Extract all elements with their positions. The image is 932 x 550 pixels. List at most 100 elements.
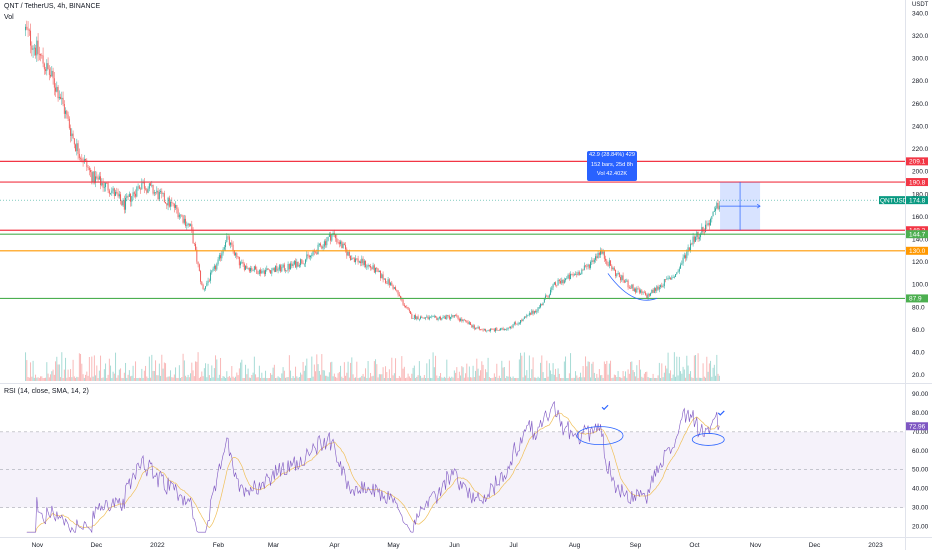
volume-bar [61, 352, 63, 381]
candle [602, 251, 604, 254]
volume-bar [378, 374, 380, 381]
price-tick-label: 320.0 [912, 33, 929, 40]
volume-bar [157, 375, 159, 381]
candle [442, 316, 444, 319]
volume-bar [520, 352, 522, 381]
volume-bar [511, 377, 513, 381]
candle [403, 304, 405, 307]
candle [312, 250, 314, 255]
volume-bar [475, 370, 477, 381]
price-tick-label: 300.0 [912, 56, 929, 63]
candle [252, 270, 254, 271]
volume-bar [76, 376, 78, 381]
volume-bar [665, 365, 667, 381]
candle [518, 323, 520, 324]
candle [575, 274, 577, 275]
volume-bar [43, 378, 45, 381]
candle [560, 280, 562, 284]
volume-bar [306, 358, 308, 381]
volume-bar [677, 375, 679, 381]
candle [388, 279, 390, 286]
volume-bar [597, 377, 599, 381]
volume-bar [621, 377, 623, 381]
volume-bar [700, 377, 702, 381]
candle [417, 316, 419, 320]
volume-bar [605, 363, 607, 381]
volume-bar [613, 374, 615, 381]
candle [643, 292, 645, 294]
candle [562, 279, 564, 284]
candle [467, 321, 469, 325]
candle [386, 282, 388, 284]
volume-bar [112, 371, 114, 381]
volume-bar [652, 373, 654, 381]
volume-bar [542, 372, 544, 381]
candle [426, 316, 428, 318]
volume-bar [631, 361, 633, 381]
candle [597, 252, 599, 259]
volume-bar [702, 363, 704, 381]
volume-bar [466, 363, 468, 381]
candle [411, 314, 413, 319]
volume-bar [30, 362, 32, 381]
volume-bar [245, 364, 247, 381]
volume-bar [373, 361, 375, 381]
candle [67, 114, 69, 119]
candle [311, 254, 313, 256]
volume-bar [48, 377, 50, 381]
candle [635, 288, 637, 293]
volume-bar [248, 377, 250, 381]
volume-bar [556, 377, 558, 381]
volume-bar [118, 369, 120, 381]
candle [251, 268, 253, 271]
volume-bar [277, 376, 279, 381]
volume-bar [143, 370, 145, 381]
rsi-line [26, 400, 720, 534]
candle [178, 214, 180, 218]
candle [668, 277, 670, 279]
volume-bar [485, 369, 487, 381]
volume-bar [577, 377, 579, 381]
volume-bar [436, 375, 438, 381]
volume-bar [340, 365, 342, 381]
candle [503, 329, 505, 331]
candle [476, 327, 478, 329]
volume-bar [97, 377, 99, 381]
candle [136, 187, 138, 197]
candle [528, 313, 530, 315]
candle [326, 240, 328, 246]
candle [645, 292, 647, 295]
candle [622, 275, 624, 281]
volume-bar [357, 377, 359, 381]
volume-bar [220, 357, 222, 381]
candle [652, 289, 654, 293]
volume-bar [361, 375, 363, 381]
volume-bar [26, 360, 28, 381]
candle [201, 281, 203, 285]
candle [475, 327, 477, 329]
candle [96, 176, 98, 178]
candle [115, 191, 117, 196]
volume-bar [695, 355, 697, 381]
volume-bar [497, 377, 499, 381]
candle [707, 223, 709, 226]
candle [387, 279, 389, 284]
volume-bar [293, 377, 295, 381]
level-tag-label: 130.0 [909, 248, 926, 255]
candle [98, 176, 100, 180]
candle [216, 263, 218, 270]
volume-bar [501, 360, 503, 381]
volume-bar [443, 376, 445, 381]
volume-bar [182, 353, 184, 381]
volume-bar [416, 376, 418, 381]
candle [206, 282, 208, 287]
candle [81, 158, 83, 161]
volume-bar [137, 377, 139, 381]
candle [671, 277, 673, 280]
candle [445, 316, 447, 320]
candle [348, 251, 350, 256]
volume-bar [78, 353, 80, 381]
volume-bar [573, 377, 575, 381]
volume-bar [331, 361, 333, 381]
